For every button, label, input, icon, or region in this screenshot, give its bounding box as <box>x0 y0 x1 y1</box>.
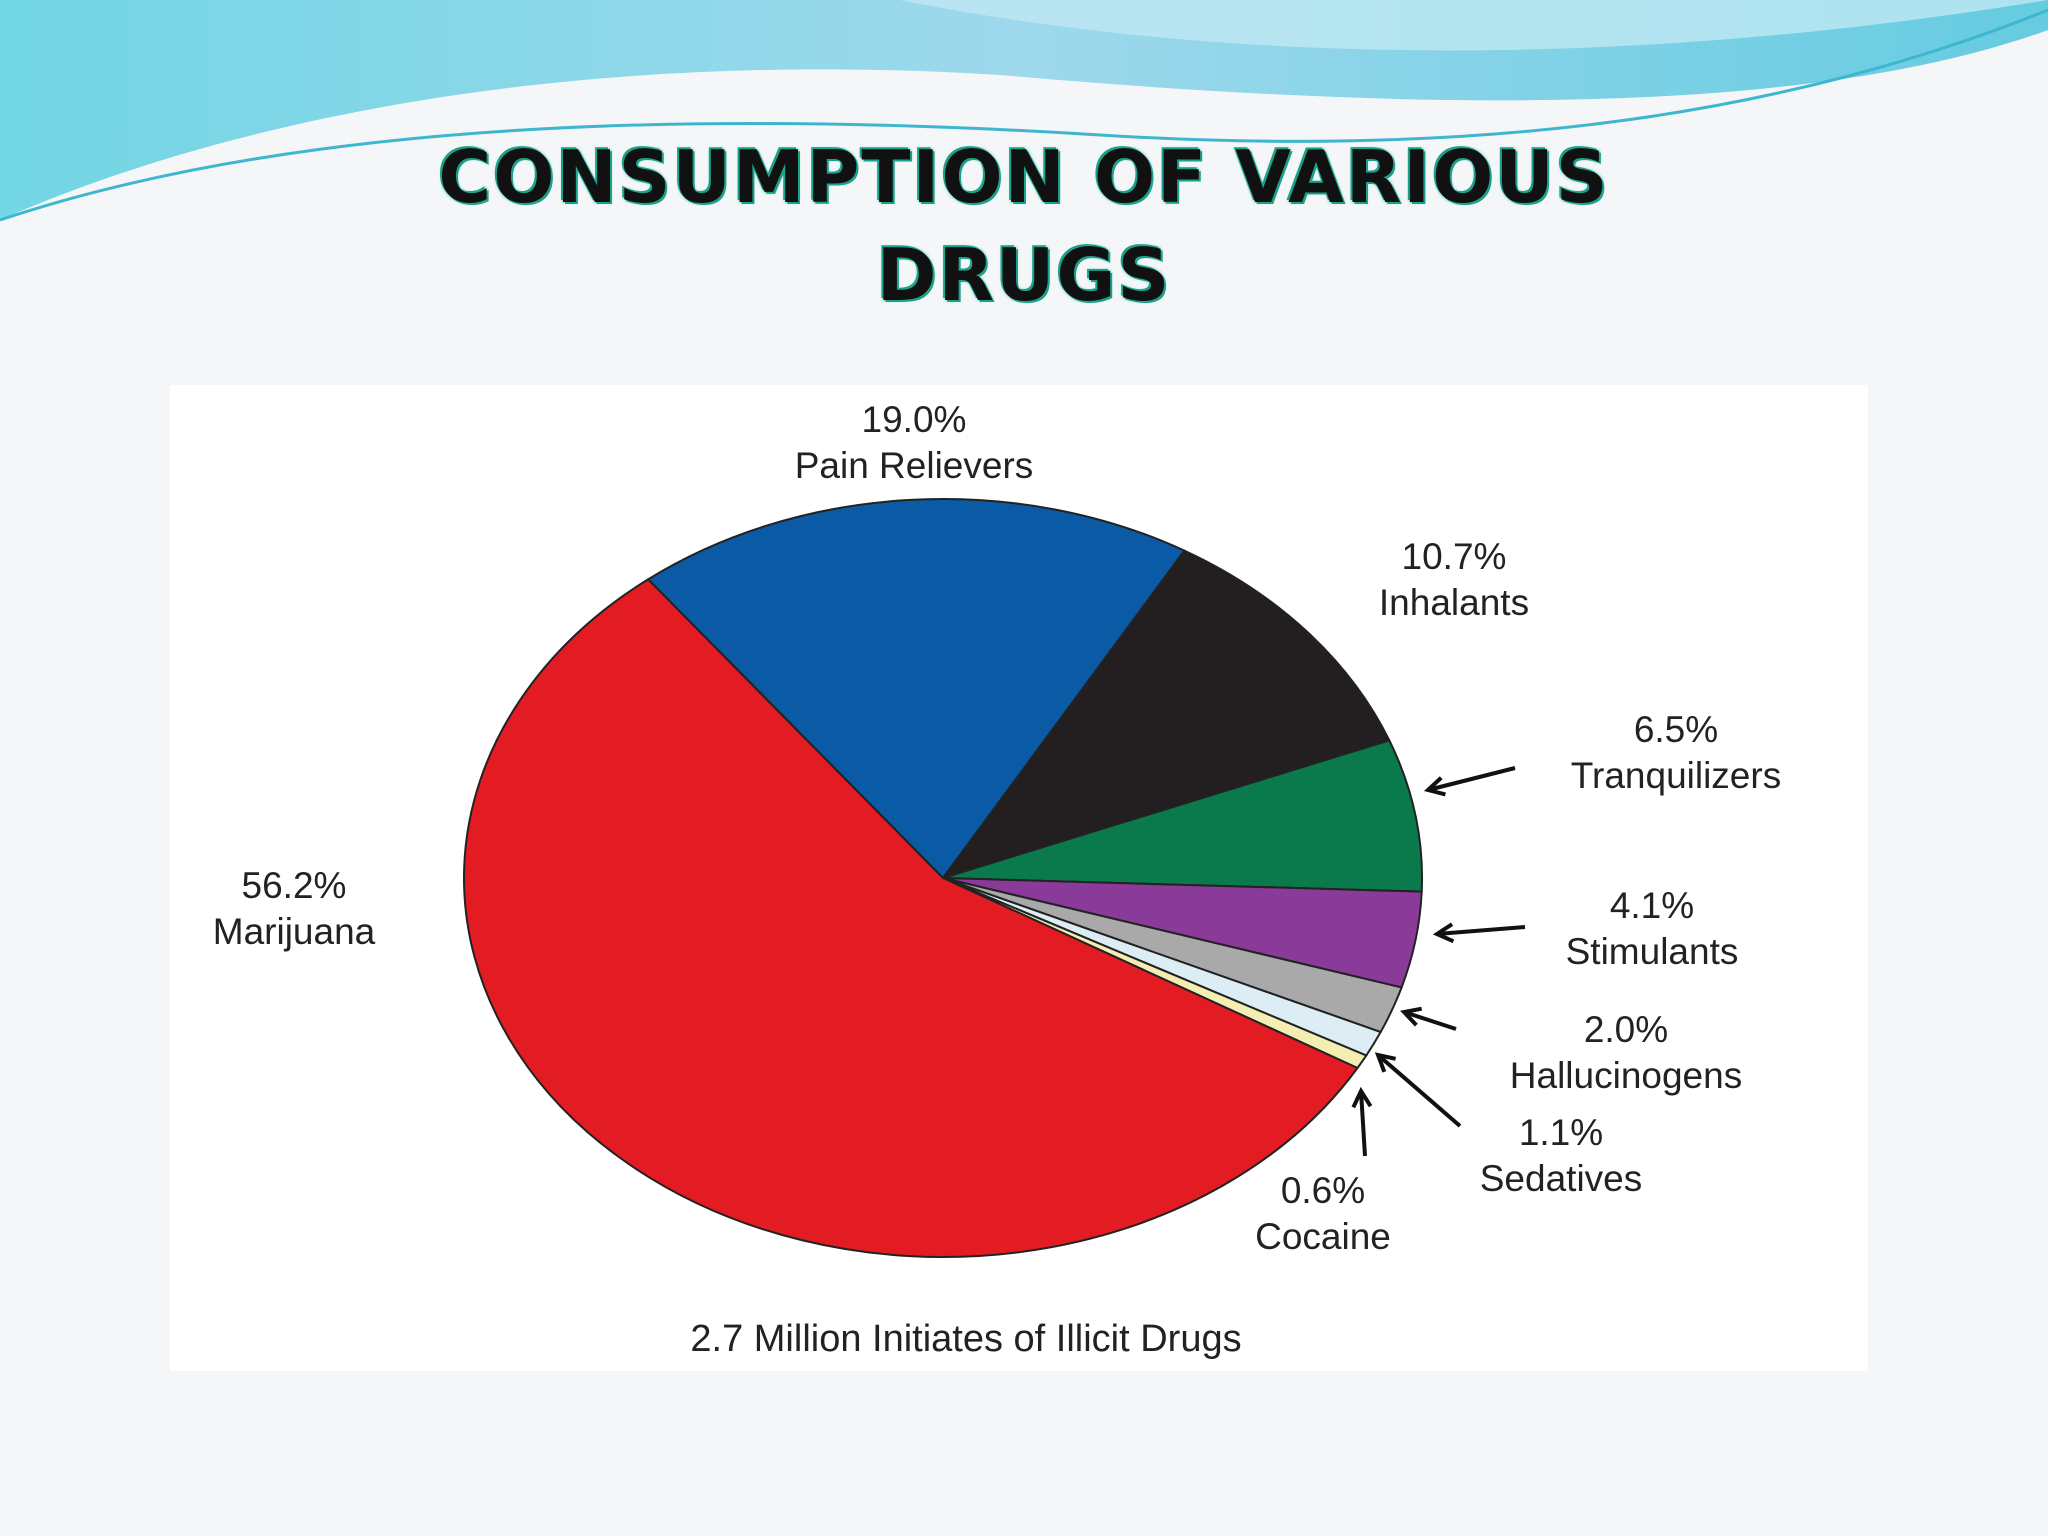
pie-slice <box>463 578 1360 1258</box>
slice-label: Tranquilizers <box>1571 755 1781 796</box>
slice-label: Inhalants <box>1379 582 1529 623</box>
pie-slice <box>646 498 1186 880</box>
arrow-head <box>1423 776 1446 797</box>
value-label: 0.6% <box>1281 1170 1365 1211</box>
value-label: 10.7% <box>1402 536 1507 577</box>
slice-label: Cocaine <box>1255 1216 1391 1257</box>
pie-slice <box>940 549 1391 880</box>
value-label: 6.5% <box>1634 709 1718 750</box>
slice-label: Marijuana <box>213 911 376 952</box>
chart-title: CONSUMPTION OF VARIOUS DRUGS <box>438 135 1610 317</box>
value-label: 1.1% <box>1519 1112 1603 1153</box>
slice-label: Hallucinogens <box>1510 1055 1742 1096</box>
value-label: 4.1% <box>1610 885 1694 926</box>
arrow <box>1436 925 1526 936</box>
arrow-head <box>1400 1006 1423 1027</box>
slice-label: Stimulants <box>1566 931 1739 972</box>
pie-slice <box>942 739 1423 893</box>
value-label: 19.0% <box>862 399 967 440</box>
arrow <box>1403 1010 1457 1031</box>
arrow <box>1427 766 1516 792</box>
chart-subtitle: 2.7 Million Initiates of Illicit Drugs <box>690 1318 1241 1360</box>
value-label: 2.0% <box>1584 1009 1668 1050</box>
slice-label: Sedatives <box>1480 1158 1643 1199</box>
arrow-head <box>1432 922 1455 944</box>
arrow-head <box>1351 1086 1373 1109</box>
slice-label: Pain Relievers <box>795 445 1034 486</box>
value-label: 56.2% <box>242 865 347 906</box>
arrow <box>1376 1053 1462 1128</box>
arrow-head <box>1374 1052 1397 1073</box>
arrow <box>1359 1090 1367 1157</box>
